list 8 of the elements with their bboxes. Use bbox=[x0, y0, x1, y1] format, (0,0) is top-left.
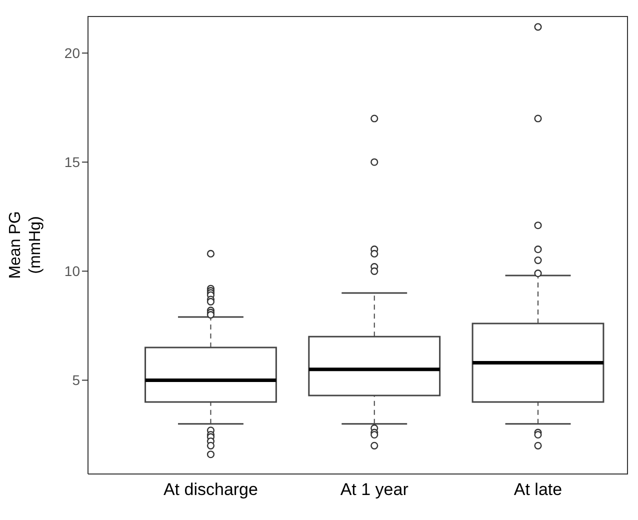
y-tick-label: 10 bbox=[64, 263, 80, 280]
x-tick-label: At 1 year bbox=[340, 480, 409, 500]
y-tick-label: 15 bbox=[64, 154, 80, 170]
y-axis-title: Mean PG (mmHg) bbox=[7, 211, 44, 279]
x-tick-label: At discharge bbox=[163, 480, 258, 500]
y-tick-label: 20 bbox=[64, 45, 80, 62]
x-tick-label: At late bbox=[514, 480, 562, 500]
y-tick-label: 5 bbox=[72, 372, 80, 388]
